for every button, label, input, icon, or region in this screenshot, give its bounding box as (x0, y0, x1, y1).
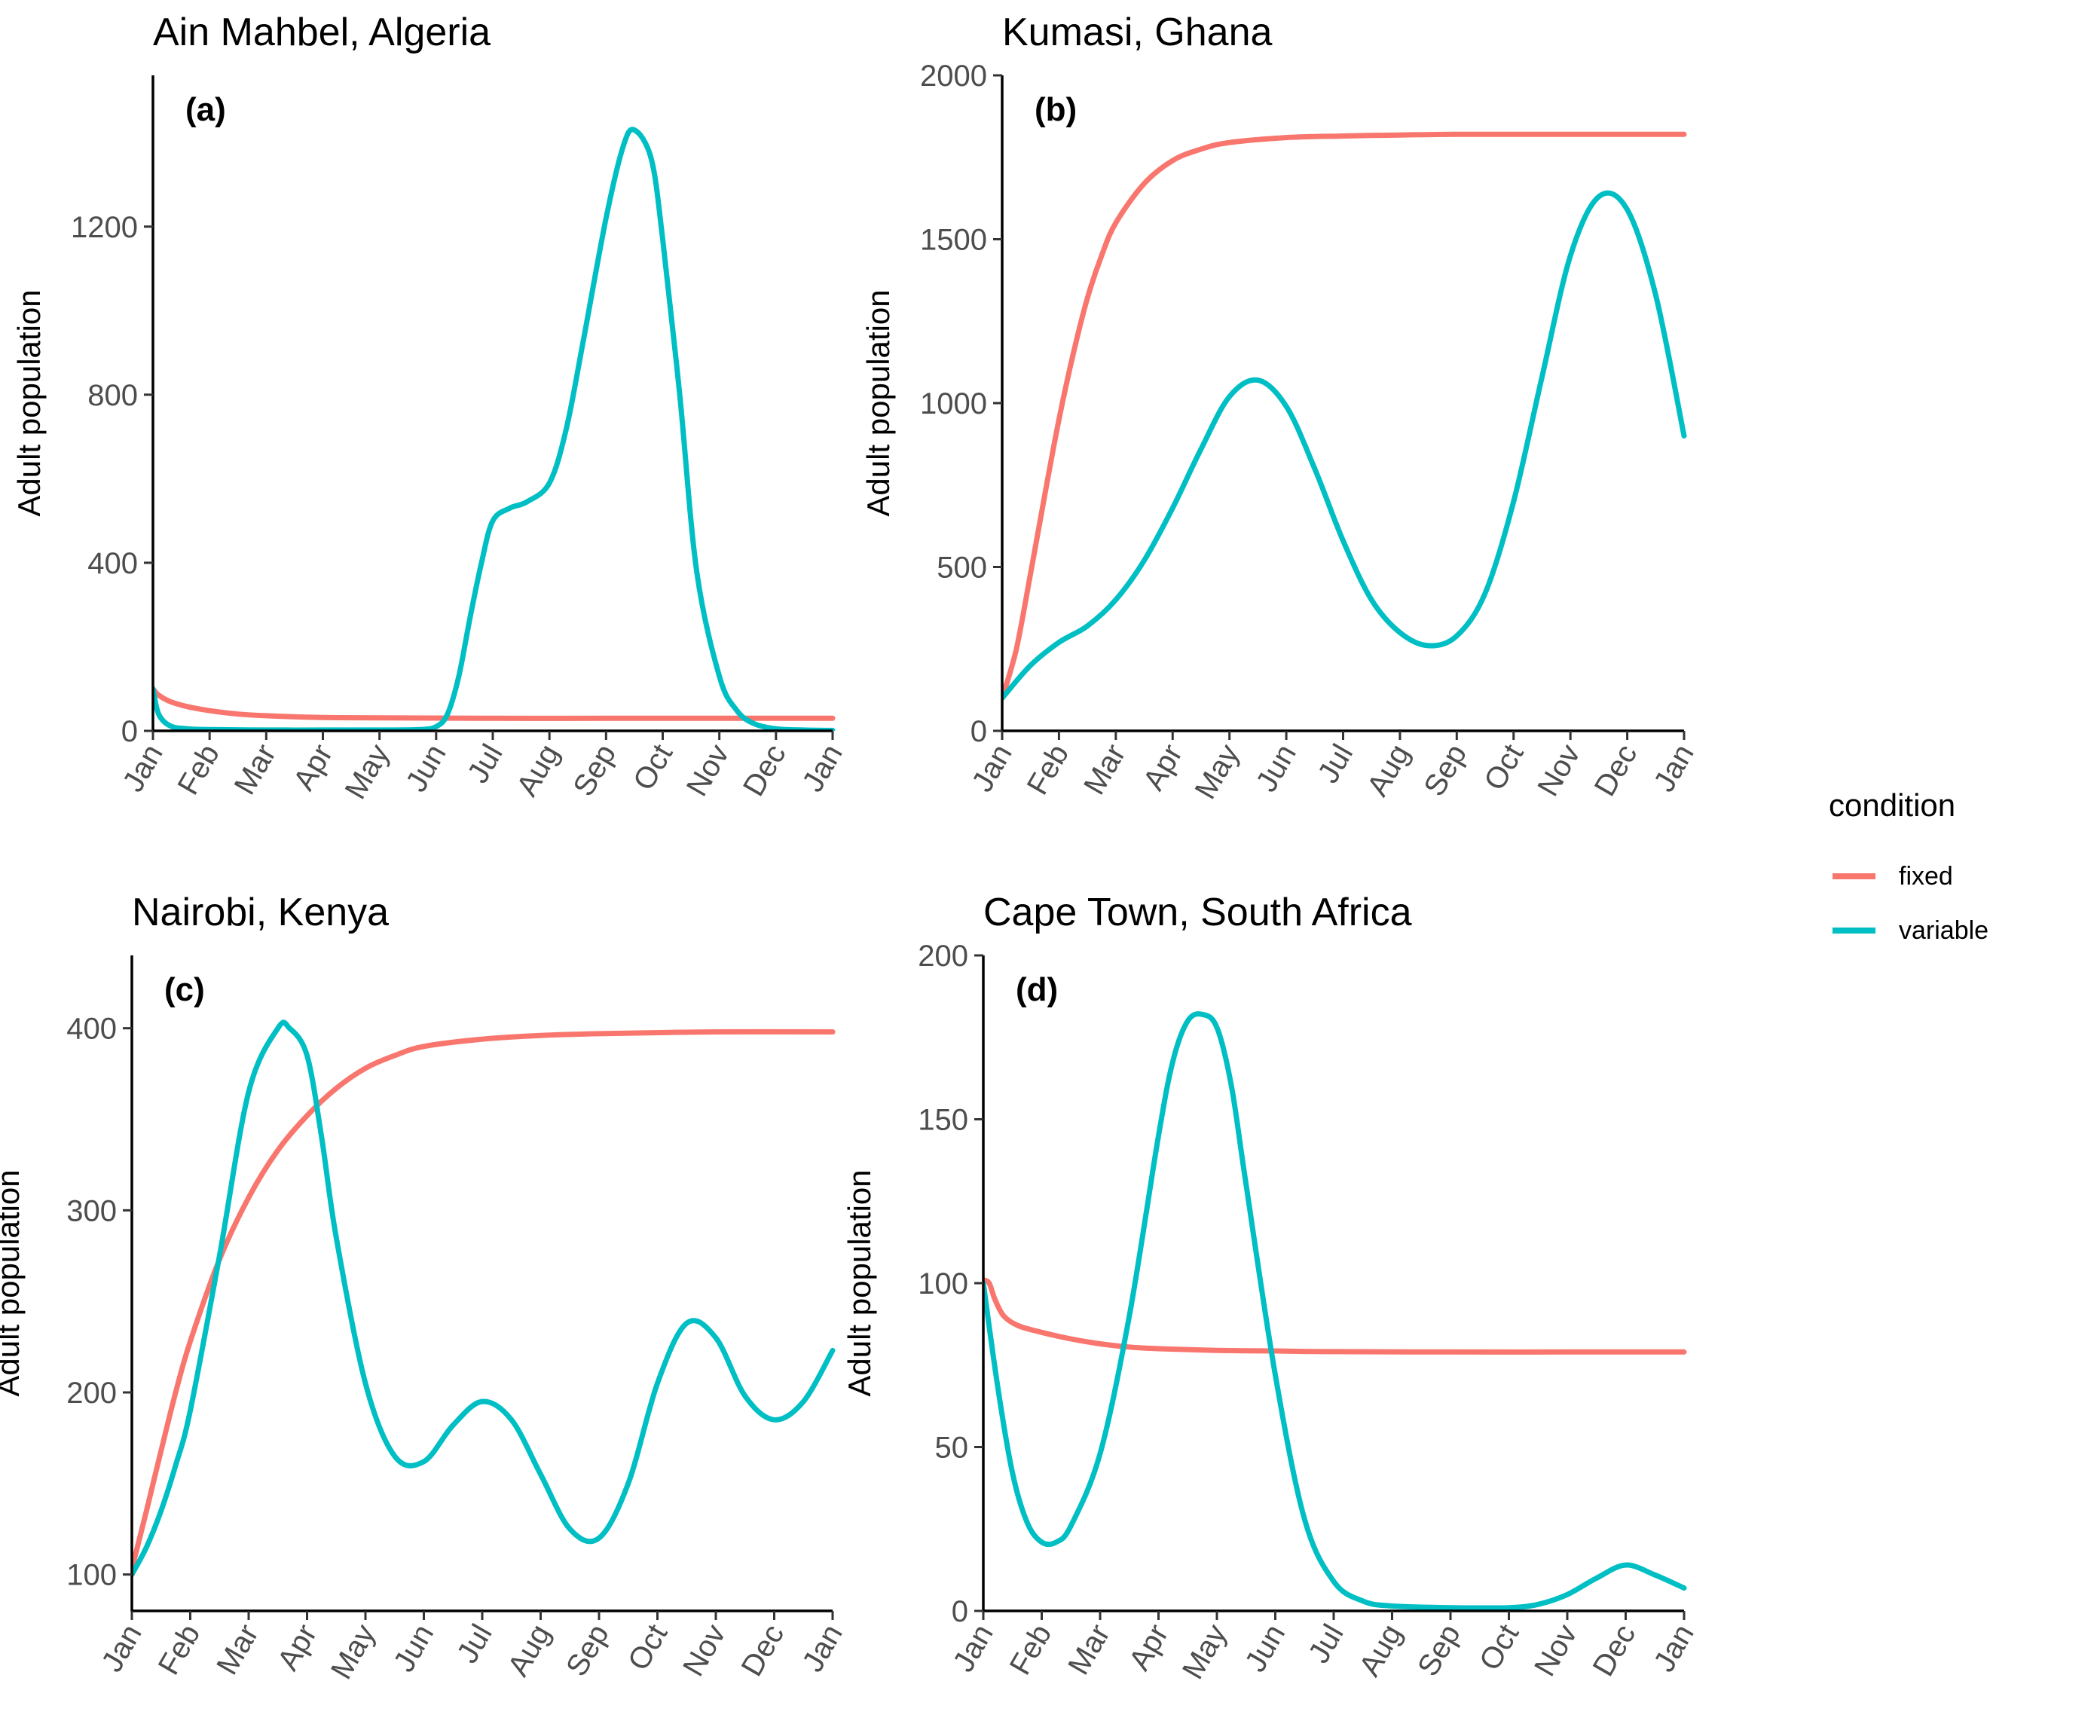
legend-title: condition (1829, 787, 1955, 823)
x-tick-label: Oct (1478, 739, 1530, 796)
y-tick-label: 300 (66, 1194, 117, 1227)
x-tick-label: Feb (152, 1619, 207, 1681)
x-tick-label: Jun (387, 1619, 440, 1678)
legend: condition fixed variable (1829, 787, 1988, 945)
panel-4: Cape Town, South Africa 0 50 100 150 200 Jan Fe… (842, 891, 1701, 1685)
y-axis-label: Adult population (0, 1169, 26, 1396)
y-tick-label: 500 (937, 552, 987, 585)
x-tick-label: Aug (1353, 1619, 1409, 1683)
x-tick-label: Jun (1250, 739, 1303, 798)
x-tick-label: Nov (680, 739, 736, 802)
x-tick-label: Dec (1587, 1619, 1643, 1683)
x-tick-label: Jan (796, 1619, 848, 1678)
y-tick-label: 150 (918, 1104, 968, 1137)
x-tick-label: Sep (560, 1619, 616, 1683)
x-tick-label: May (1176, 1619, 1233, 1685)
x-tick-label: Sep (567, 739, 622, 802)
series-line-fixed (983, 1277, 1687, 1355)
y-tick-label: 400 (87, 547, 138, 580)
series-line-fixed (1002, 131, 1687, 701)
panel-title: Cape Town, South Africa (983, 891, 1412, 934)
x-tick-label: Oct (622, 1619, 674, 1676)
y-tick-label: 1200 (71, 211, 138, 244)
x-tick-label: Apr (1123, 1619, 1175, 1676)
series-line-variable (1002, 190, 1687, 701)
series-line-fixed (132, 1028, 836, 1572)
x-tick-label: Jul (1312, 739, 1360, 789)
x-tick-label: Sep (1417, 739, 1473, 802)
x-tick-label: Jan (796, 739, 848, 798)
x-tick-label: Mar (228, 739, 283, 801)
x-tick-label: Apr (271, 1619, 323, 1676)
x-tick-label: Dec (1588, 739, 1644, 802)
x-tick-label: Mar (1078, 739, 1133, 801)
x-tick-label: May (339, 739, 396, 805)
x-tick-label: Jun (1239, 1619, 1291, 1678)
x-tick-label: Feb (1004, 1619, 1059, 1681)
y-tick-label: 200 (918, 940, 968, 973)
legend-label-variable: variable (1899, 916, 1988, 945)
x-tick-label: Jun (399, 739, 452, 798)
panel-title: Nairobi, Kenya (132, 891, 389, 934)
series-line-fixed (153, 686, 836, 721)
x-tick-label: Dec (737, 739, 793, 802)
x-tick-label: Mar (1062, 1619, 1117, 1681)
y-tick-label: 100 (66, 1559, 117, 1592)
series-line-variable (153, 127, 836, 731)
x-tick-label: Nov (1528, 1619, 1584, 1683)
x-tick-label: Oct (627, 739, 679, 796)
x-tick-label: Jul (451, 1619, 499, 1669)
x-tick-label: Nov (1531, 739, 1587, 802)
x-tick-label: Feb (171, 739, 226, 801)
y-axis-label: Adult population (11, 289, 47, 516)
x-tick-label: Apr (287, 739, 339, 796)
y-axis-label: Adult population (860, 289, 896, 516)
x-tick-label: Jan (95, 1619, 148, 1678)
x-tick-label: Aug (510, 739, 566, 802)
y-tick-label: 1000 (920, 387, 987, 420)
x-tick-label: Sep (1411, 1619, 1467, 1683)
y-tick-label: 200 (66, 1377, 117, 1410)
x-tick-label: Aug (1361, 739, 1417, 802)
x-tick-label: Jul (1302, 1619, 1350, 1669)
x-tick-label: May (1189, 739, 1246, 805)
x-tick-label: Jan (1647, 1619, 1700, 1678)
y-axis-label: Adult population (842, 1169, 877, 1396)
series-line-variable (132, 1019, 836, 1578)
series-line-variable (983, 1011, 1687, 1611)
y-tick-label: 400 (66, 1013, 117, 1046)
panel-tag: (b) (1035, 91, 1077, 128)
x-tick-label: Jan (1647, 739, 1700, 798)
y-tick-label: 100 (918, 1267, 968, 1300)
x-tick-label: Aug (502, 1619, 558, 1683)
panel-tag: (a) (185, 91, 226, 128)
y-tick-label: 50 (935, 1432, 969, 1465)
panel-2: Kumasi, Ghana 0 500 1000 1500 2000 Jan Feb Mar Ap… (860, 11, 1701, 805)
y-tick-label: 0 (952, 1595, 968, 1628)
y-tick-label: 0 (121, 715, 138, 748)
panel-title: Kumasi, Ghana (1002, 11, 1272, 54)
panel-tag: (c) (164, 971, 205, 1008)
x-tick-label: May (325, 1619, 382, 1685)
panel-title: Ain Mahbel, Algeria (153, 11, 491, 54)
x-tick-label: Nov (677, 1619, 732, 1683)
legend-label-fixed: fixed (1899, 862, 1953, 891)
y-tick-label: 1500 (920, 224, 987, 257)
y-tick-label: 800 (87, 379, 138, 412)
x-tick-label: Mar (210, 1619, 265, 1681)
x-tick-label: Jul (461, 739, 509, 789)
y-tick-label: 0 (971, 715, 987, 748)
y-tick-label: 2000 (920, 60, 987, 93)
panel-tag: (d) (1016, 971, 1058, 1008)
x-tick-label: Dec (735, 1619, 791, 1683)
x-tick-label: Apr (1137, 739, 1189, 796)
x-tick-label: Oct (1473, 1619, 1525, 1676)
x-tick-label: Feb (1021, 739, 1076, 801)
